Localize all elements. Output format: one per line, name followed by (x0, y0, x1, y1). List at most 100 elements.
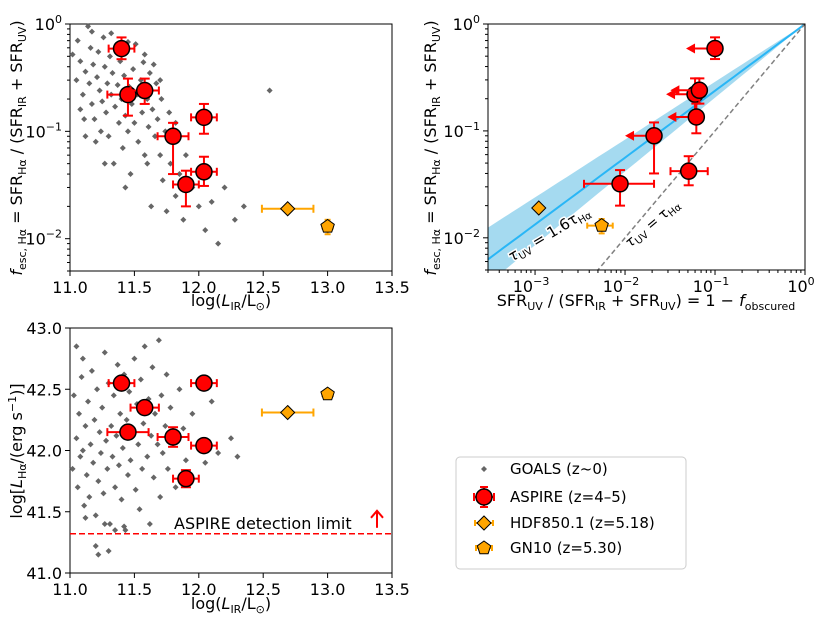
goals-point (88, 100, 95, 107)
y-tick-label: 10−1 (443, 120, 480, 141)
y-axis-label: fesc, Hα = SFRHα / (SFRIR + SFRUV) (7, 20, 29, 275)
tau-fit-line (488, 24, 805, 261)
goals-point (88, 367, 95, 374)
aspire-point (177, 469, 195, 488)
hdf-point (279, 201, 296, 217)
x-tick-label: 11.5 (117, 278, 153, 297)
goals-point (115, 462, 122, 469)
aspire-point (706, 39, 724, 58)
x-tick-label: 11.0 (52, 278, 88, 297)
goals-point (112, 484, 119, 491)
goals-point (150, 474, 157, 481)
goals-point (148, 203, 155, 210)
goals-point (106, 521, 113, 527)
goals-point (81, 502, 88, 509)
legend-label: GOALS (z~0) (510, 460, 608, 478)
goals-point (152, 410, 159, 417)
goals-point (163, 208, 170, 215)
goals-point (109, 69, 116, 76)
goals-point (121, 72, 128, 79)
aspire-point (112, 374, 131, 392)
goals-point (94, 386, 101, 393)
aspire-point (690, 81, 709, 100)
x-tick-label: 10−3 (513, 275, 550, 296)
goals-point (208, 198, 215, 205)
goals-point (176, 171, 183, 178)
goals-point (124, 128, 131, 135)
goals-point (150, 61, 157, 68)
goals-point (182, 152, 189, 159)
aspire-point (164, 428, 182, 446)
goals-point (266, 87, 273, 94)
goals-point (182, 457, 189, 464)
aspire-point (687, 108, 706, 126)
goals-point (117, 410, 124, 417)
goals-point (234, 453, 241, 460)
goals-point (88, 28, 95, 35)
y-tick-label: 41.5 (26, 503, 62, 522)
hdf-point (279, 404, 296, 421)
axis-ticks: 10−3 10−2 10−1 100 10−2 10−1 100 (443, 13, 814, 296)
legend-hdf-marker (476, 515, 492, 531)
goals-point (97, 128, 104, 135)
observed-series (106, 36, 335, 236)
goals-point (76, 410, 83, 417)
goals-point (146, 521, 153, 527)
one-to-one-line (596, 24, 805, 270)
aspire-point (135, 81, 154, 100)
goals-point (92, 543, 99, 550)
goals-point (135, 441, 142, 448)
goals-point (152, 133, 159, 140)
goals-point (172, 484, 179, 491)
goals-point (202, 459, 209, 466)
goals-point (83, 472, 90, 478)
goals-point (82, 133, 89, 140)
goals-point (74, 37, 81, 44)
goals-point (162, 423, 169, 429)
aspire-point (195, 163, 213, 181)
y-tick-label: 42.5 (26, 380, 62, 399)
goals-point (144, 453, 151, 460)
goals-point (163, 371, 170, 378)
gn10-point (320, 218, 335, 233)
x-tick-label: 11.5 (117, 580, 153, 599)
goals-point (87, 441, 94, 448)
goals-point (78, 374, 85, 380)
goals-point (79, 447, 86, 454)
goals-point (109, 453, 116, 460)
y-tick-label: 42.0 (26, 442, 62, 461)
goals-point (100, 490, 107, 497)
goals-point (115, 119, 122, 126)
axis-ticks: 11.0 11.5 12.0 12.5 13.0 13.5 41.0 41.5 42.0 42.5… (26, 319, 409, 599)
goals-point (70, 392, 77, 399)
aspire-upper-limit-head (670, 85, 680, 96)
x-tick-label: 12.0 (181, 580, 217, 599)
goals-point (139, 465, 146, 472)
y-tick-label: 10−2 (443, 227, 480, 248)
goals-point (69, 465, 76, 472)
goals-point (166, 109, 173, 116)
goals-point (119, 144, 126, 151)
x-axis-label: log(LIR/L⊙) (191, 291, 271, 313)
goals-point (95, 478, 102, 485)
y-tick-label: 41.0 (26, 564, 62, 583)
goals-point (127, 457, 134, 464)
goals-point (105, 547, 112, 554)
goals-point (130, 66, 137, 73)
goals-point (167, 404, 174, 411)
goals-point (85, 398, 92, 405)
aspire-point (679, 162, 698, 180)
aspire-point (135, 398, 154, 417)
x-tick-label: 12.5 (245, 580, 281, 599)
aspire-point (195, 374, 213, 392)
goals-point (164, 465, 171, 472)
goals-point (105, 133, 112, 140)
goals-point (231, 216, 238, 223)
legend-label: GN10 (z=5.30) (510, 539, 622, 557)
aspire-point (645, 127, 663, 145)
goals-point (94, 74, 101, 81)
axis-ticks: 11.0 11.5 12.0 12.5 13.0 13.5 10−2 10−1 100 (25, 13, 409, 297)
goals-point (112, 103, 119, 110)
goals-point (91, 416, 98, 423)
